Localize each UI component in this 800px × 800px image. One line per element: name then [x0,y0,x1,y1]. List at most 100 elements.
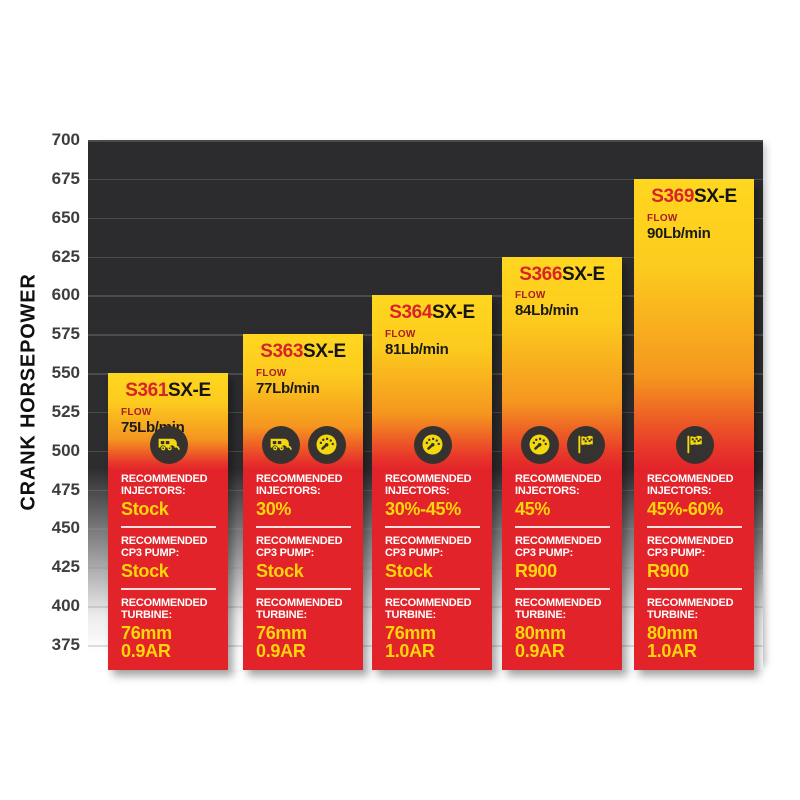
divider [121,525,216,528]
divider [515,587,610,590]
injectors-section: RECOMMENDED INJECTORS: 45%-60% [647,473,742,518]
cp3-pump-label: RECOMMENDED CP3 PUMP: [121,534,208,559]
cp3-pump-label: RECOMMENDED CP3 PUMP: [385,534,472,559]
y-tick-label: 525 [51,401,80,421]
y-tick-label: 650 [51,207,80,227]
injectors-section: RECOMMENDED INJECTORS: 45% [515,473,610,518]
divider [385,525,480,528]
injectors-label: RECOMMENDED INJECTORS: [385,472,472,497]
turbine-label: RECOMMENDED TURBINE: [256,596,343,621]
y-axis-title: CRANK HORSEPOWER [17,273,40,511]
turbine-section: RECOMMENDED TURBINE: 80mm 0.9AR [515,597,610,661]
y-tick-label: 600 [51,285,80,305]
turbine-label: RECOMMENDED TURBINE: [121,596,208,621]
model-name: S361SX-E [125,380,211,402]
flow-value: 84Lb/min [515,302,579,320]
gridline [88,256,763,259]
y-tick-label: 625 [51,246,80,266]
turbine-section: RECOMMENDED TURBINE: 76mm 0.9AR [256,597,351,661]
turbine-size: 76mm [121,623,172,644]
gridline [88,140,763,142]
y-tick-label: 700 [51,130,80,149]
usage-icons [385,425,480,464]
flow-label: FLOW [385,329,416,341]
turbine-ar: 1.0AR [647,641,697,662]
bar-s369sxe: S369SX-E FLOW 90Lb/min RECOMMENDED INJEC… [634,178,754,670]
model-name: S366SX-E [519,263,605,285]
gridline [88,178,763,181]
divider [256,525,351,528]
plot-area: S361SX-E FLOW 75Lb/min RECOMMENDED INJEC… [88,140,763,670]
cp3-pump-label: RECOMMENDED CP3 PUMP: [515,534,602,559]
turbine-section: RECOMMENDED TURBINE: 80mm 1.0AR [647,597,742,661]
injectors-label: RECOMMENDED INJECTORS: [121,472,208,497]
injectors-value: 30% [256,498,292,519]
turbine-label: RECOMMENDED TURBINE: [647,596,734,621]
gridline [88,217,763,220]
flag-icon [566,425,605,464]
injectors-label: RECOMMENDED INJECTORS: [256,472,343,497]
usage-icons [515,425,610,464]
cp3-pump-label: RECOMMENDED CP3 PUMP: [647,534,734,559]
cp3-pump-section: RECOMMENDED CP3 PUMP: Stock [385,535,480,580]
y-tick-label: 475 [51,479,80,499]
model-name: S363SX-E [260,341,346,363]
injectors-section: RECOMMENDED INJECTORS: Stock [121,473,216,518]
model-name: S369SX-E [651,185,737,207]
y-tick-label: 400 [51,596,80,616]
divider [385,587,480,590]
bar-s366sxe: S366SX-E FLOW 84Lb/min RECOMMENDED INJEC… [502,256,622,670]
flow-label: FLOW [515,290,546,302]
cp3-pump-value: R900 [515,560,557,581]
y-tick-label: 500 [51,440,80,460]
cp3-pump-value: Stock [385,560,433,581]
turbine-label: RECOMMENDED TURBINE: [515,596,602,621]
flow-value: 77Lb/min [256,380,320,398]
towing-icon [261,425,300,464]
turbine-ar: 0.9AR [256,641,306,662]
injectors-value: 45% [515,498,551,519]
injectors-section: RECOMMENDED INJECTORS: 30%-45% [385,473,480,518]
y-tick-label: 575 [51,324,80,344]
turbine-ar: 0.9AR [121,641,171,662]
flag-icon [675,425,714,464]
cp3-pump-section: RECOMMENDED CP3 PUMP: R900 [515,535,610,580]
flow-label: FLOW [121,407,152,418]
y-tick-label: 375 [51,635,80,654]
injectors-value: Stock [121,498,169,519]
injectors-label: RECOMMENDED INJECTORS: [647,472,734,497]
divider [515,525,610,528]
cp3-pump-value: Stock [121,560,169,581]
flow-value: 90Lb/min [647,224,711,242]
bar-s361sxe: S361SX-E FLOW 75Lb/min RECOMMENDED INJEC… [108,373,228,670]
divider [121,587,216,590]
flow-label: FLOW [647,212,678,224]
turbine-size: 76mm [385,623,436,644]
gauge-icon [413,425,452,464]
injectors-label: RECOMMENDED INJECTORS: [515,472,602,497]
flow-value: 81Lb/min [385,341,449,359]
y-tick-label: 675 [51,168,80,188]
gauge-icon [520,425,559,464]
turbine-ar: 1.0AR [385,641,435,662]
usage-icons [121,425,216,464]
injectors-value: 45%-60% [647,498,723,519]
y-tick-label: 425 [51,557,80,577]
usage-icons [647,425,742,464]
turbine-label: RECOMMENDED TURBINE: [385,596,472,621]
injectors-value: 30%-45% [385,498,461,519]
cp3-pump-section: RECOMMENDED CP3 PUMP: Stock [121,535,216,580]
cp3-pump-section: RECOMMENDED CP3 PUMP: R900 [647,535,742,580]
turbine-size: 80mm [647,623,698,644]
bar-s364sxe: S364SX-E FLOW 81Lb/min RECOMMENDED INJEC… [372,295,492,670]
turbine-size: 76mm [256,623,307,644]
flow-label: FLOW [256,368,287,380]
gauge-icon [307,425,346,464]
cp3-pump-value: Stock [256,560,304,581]
model-name: S364SX-E [389,302,475,324]
y-tick-label: 450 [51,518,80,538]
y-tick-label: 550 [51,363,80,383]
divider [256,587,351,590]
bar-gradient [634,178,754,470]
cp3-pump-value: R900 [647,560,689,581]
